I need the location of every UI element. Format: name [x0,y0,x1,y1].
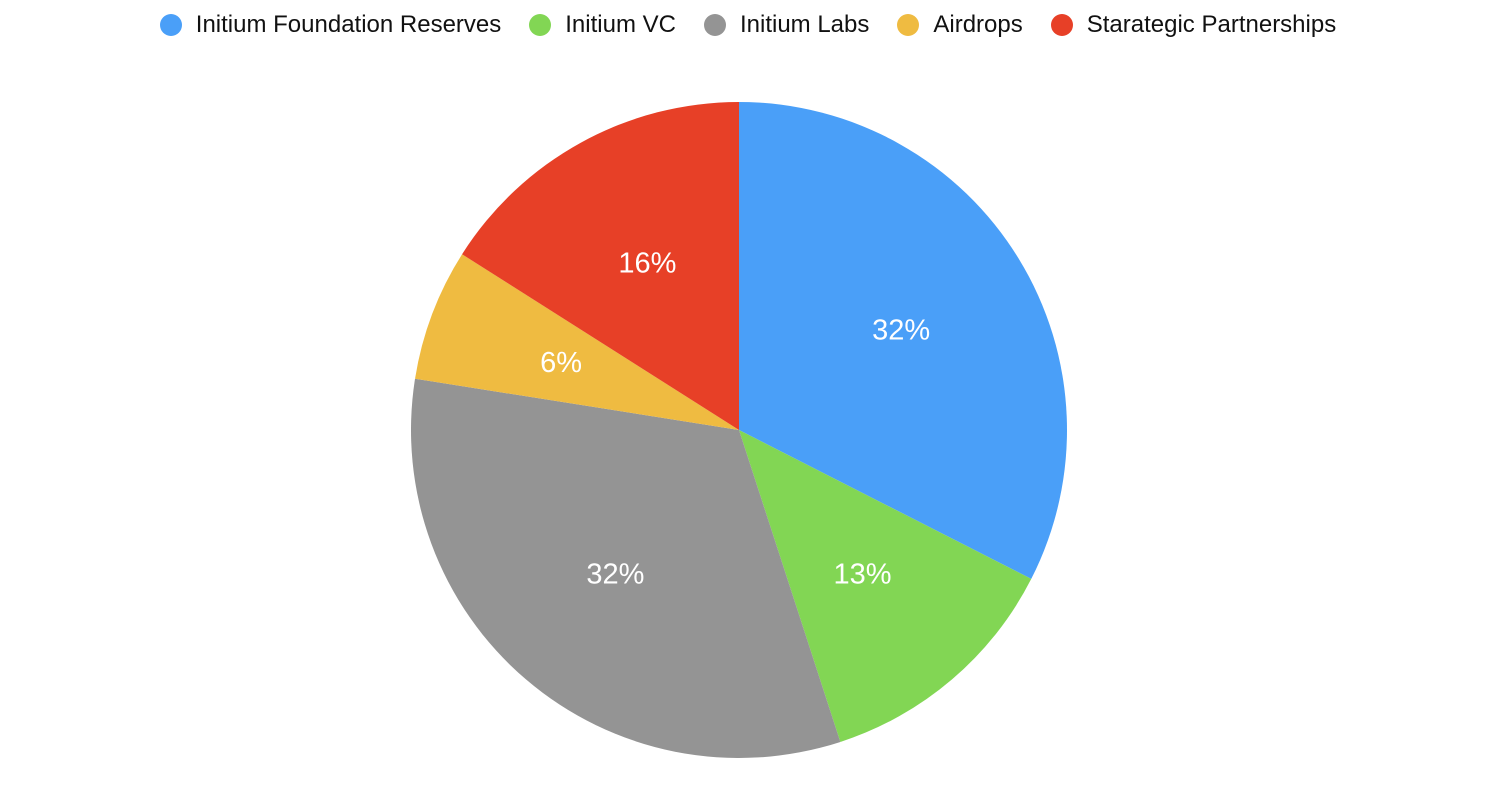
pie-slice-initium-vc[interactable] [739,430,1032,742]
slice-label-initium-labs: 32% [586,559,644,591]
legend-swatch [529,14,552,36]
slice-label-strategic-partnerships: 16% [618,247,676,279]
legend-swatch [1050,14,1073,36]
legend-item-initium-vc[interactable]: Initium VC [529,11,676,39]
pie-slice-initium-labs[interactable] [410,378,841,758]
slice-label-initium-vc: 13% [834,559,892,591]
pie-slice-foundation-reserves[interactable] [739,102,1067,579]
pie-slice-strategic-partnerships[interactable] [462,102,739,430]
legend-label: Starategic Partnerships [1086,11,1337,38]
slice-label-foundation-reserves: 32% [872,315,930,347]
pie-slice-airdrops[interactable] [415,254,739,430]
legend-label: Initium Labs [739,11,870,38]
chart-legend: Initium Foundation Reserves Initium VC I… [0,8,1496,42]
legend-label: Initium VC [565,11,676,38]
legend-item-foundation-reserves[interactable]: Initium Foundation Reserves [159,11,502,39]
legend-item-airdrops[interactable]: Airdrops [897,11,1023,39]
legend-label: Initium Foundation Reserves [195,11,502,38]
legend-swatch [703,14,726,36]
slice-label-airdrops: 6% [540,347,582,379]
legend-swatch [897,14,920,36]
legend-item-initium-labs[interactable]: Initium Labs [703,11,870,39]
legend-swatch [159,14,182,36]
legend-label: Airdrops [933,11,1023,38]
legend-item-strategic-partnerships[interactable]: Starategic Partnerships [1050,11,1337,39]
